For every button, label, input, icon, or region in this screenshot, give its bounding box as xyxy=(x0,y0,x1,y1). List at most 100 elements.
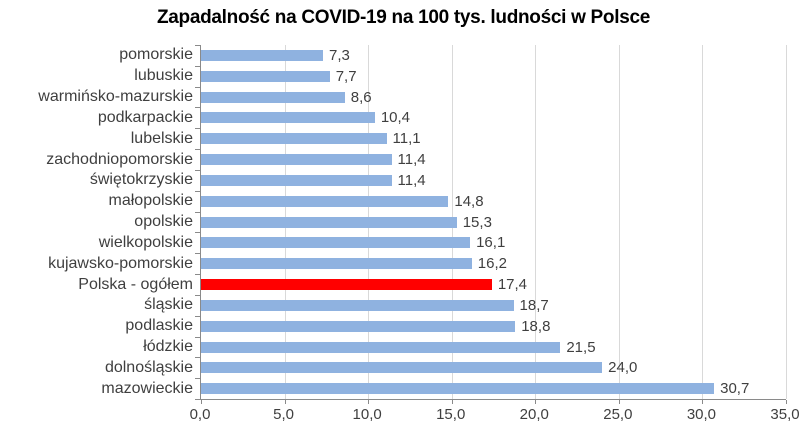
category-label: świętokrzyskie xyxy=(89,171,193,189)
y-axis-tick xyxy=(195,315,200,317)
highlighted-bar xyxy=(201,279,492,291)
value-label: 16,2 xyxy=(477,255,507,273)
gridline xyxy=(786,45,787,399)
x-axis-label: 5,0 xyxy=(273,406,294,423)
value-label: 7,3 xyxy=(329,46,350,64)
bar-row: 8,6 xyxy=(201,87,786,108)
gridline xyxy=(535,45,537,399)
y-axis-tick xyxy=(195,86,200,88)
x-axis-label: 10,0 xyxy=(352,406,382,423)
bar-row: 17,4 xyxy=(201,274,786,295)
x-axis-tick xyxy=(702,400,704,404)
bar xyxy=(201,383,715,395)
bar xyxy=(201,174,392,186)
bar xyxy=(201,195,449,207)
bar-row: 15,3 xyxy=(201,212,786,233)
value-label: 14,8 xyxy=(454,192,484,210)
bar xyxy=(201,320,516,332)
y-axis-tick xyxy=(195,128,200,130)
category-label: pomorskie xyxy=(119,46,193,64)
bar-row: 16,1 xyxy=(201,232,786,253)
bar-row: 10,4 xyxy=(201,107,786,128)
bar-row: 30,7 xyxy=(201,378,786,399)
x-axis-label: 20,0 xyxy=(519,406,549,423)
category-label: łódzkie xyxy=(143,338,193,355)
category-label: wielkopolskie xyxy=(98,233,193,251)
value-label: 18,7 xyxy=(519,296,549,314)
value-label: 30,7 xyxy=(720,380,750,398)
category-label: podlaskie xyxy=(125,317,193,335)
bar-row: 16,2 xyxy=(201,253,786,274)
x-axis-tick xyxy=(535,400,537,404)
bar xyxy=(201,362,603,374)
value-label: 11,4 xyxy=(397,171,426,189)
bar-row: 11,4 xyxy=(201,149,786,170)
value-label: 24,0 xyxy=(608,359,638,377)
y-axis-tick xyxy=(195,294,200,296)
chart-title: Zapadalność na COVID-19 na 100 tys. ludn… xyxy=(156,7,651,28)
bar-row: 7,3 xyxy=(201,45,786,66)
y-axis-tick xyxy=(195,232,200,234)
category-label: podkarpackie xyxy=(97,108,193,126)
x-axis-tick xyxy=(284,400,286,404)
value-label: 21,5 xyxy=(566,338,596,356)
category-label: dolnośląskie xyxy=(104,358,193,376)
bar-row: 21,5 xyxy=(201,337,786,358)
category-label: lubelskie xyxy=(130,129,193,147)
y-axis-category-labels: pomorskie lubuskie warmińsko-mazurskie podk… xyxy=(0,45,193,399)
value-label: 7,7 xyxy=(335,67,357,85)
category-label: kujawsko-pomorskie xyxy=(48,254,193,272)
x-axis-labels: 0,0 5,0 10,0 15,0 20,0 25,0 30,0 35,0 xyxy=(0,406,807,426)
value-label: 8,6 xyxy=(350,88,372,106)
y-axis-tick xyxy=(195,45,200,46)
x-axis-tick xyxy=(786,400,787,404)
y-axis-tick xyxy=(195,399,200,400)
bar xyxy=(201,91,345,103)
y-axis-tick xyxy=(195,274,200,276)
x-axis-label: 0,0 xyxy=(189,406,211,423)
bar-rows: 7,3 7,7 8,6 10,4 11,1 11,4 11,4 14,8 15,3 16,1 16,… xyxy=(201,45,786,399)
x-axis-label: 15,0 xyxy=(436,406,466,423)
x-axis-label: 30,0 xyxy=(686,406,717,423)
category-label: lubuskie xyxy=(134,67,193,85)
category-label: warmińsko-mazurskie xyxy=(38,88,193,106)
value-label: 10,4 xyxy=(380,109,411,127)
bar xyxy=(201,258,472,270)
y-axis-tick xyxy=(195,169,200,171)
category-label: śląskie xyxy=(144,296,193,314)
x-axis-tick xyxy=(451,400,453,404)
y-axis-tick xyxy=(195,336,200,338)
bar xyxy=(201,237,471,249)
gridline xyxy=(702,45,704,399)
category-label: opolskie xyxy=(134,213,193,231)
gridline xyxy=(618,45,620,399)
bar xyxy=(201,112,375,124)
category-label: zachodniopomorskie xyxy=(46,150,193,168)
bar xyxy=(201,133,387,145)
bar-row: 11,1 xyxy=(201,128,786,149)
value-label: 16,1 xyxy=(476,234,506,252)
y-axis-tick xyxy=(195,149,200,151)
x-axis-tick xyxy=(368,400,370,404)
value-label: 17,4 xyxy=(497,276,528,294)
x-axis-tick xyxy=(618,400,620,404)
value-label: 15,3 xyxy=(462,213,492,231)
bar-row: 24,0 xyxy=(201,357,786,378)
value-label: 11,4 xyxy=(397,151,426,169)
bar-row: 18,7 xyxy=(201,295,786,316)
bar xyxy=(201,216,457,228)
bar xyxy=(201,49,323,61)
bar xyxy=(201,154,392,166)
bar xyxy=(201,299,514,311)
bar-row: 11,4 xyxy=(201,170,786,191)
bar-row: 7,7 xyxy=(201,66,786,87)
value-label: 11,1 xyxy=(392,130,421,148)
plot-area: 7,3 7,7 8,6 10,4 11,1 11,4 11,4 14,8 15,3 16,1 16,… xyxy=(195,45,787,404)
y-axis-tick xyxy=(195,65,200,67)
y-axis-tick xyxy=(195,107,200,109)
y-axis-tick xyxy=(195,253,200,255)
x-axis-tick xyxy=(201,400,202,404)
y-axis-tick xyxy=(195,211,200,213)
y-axis-tick xyxy=(195,378,200,380)
